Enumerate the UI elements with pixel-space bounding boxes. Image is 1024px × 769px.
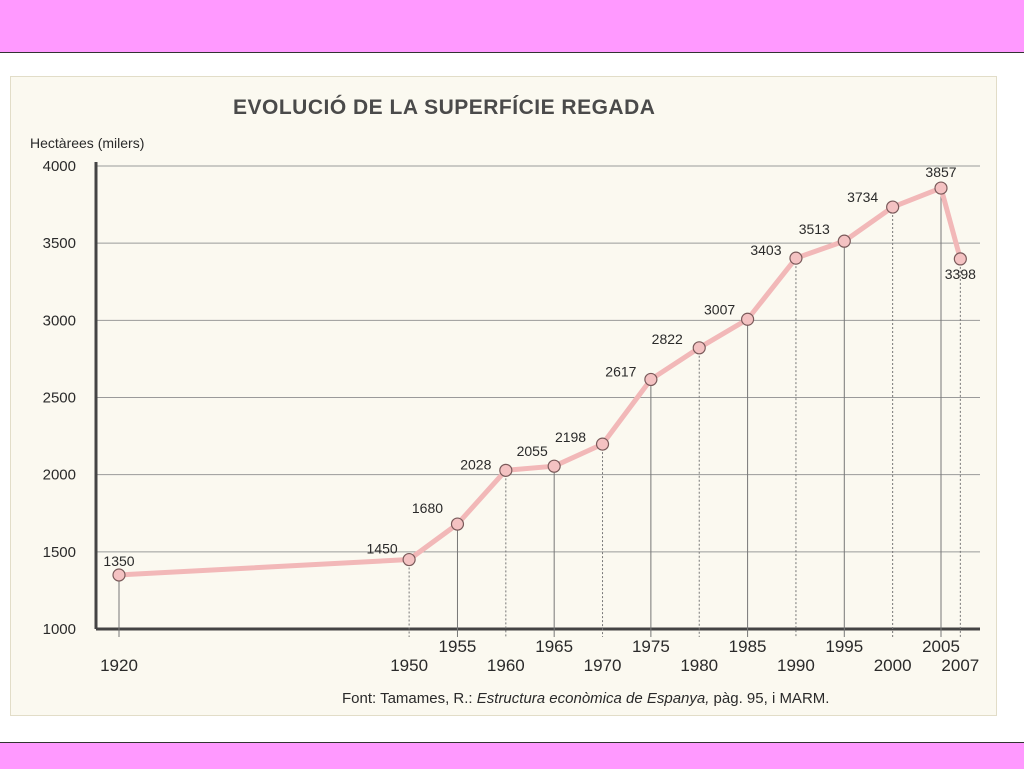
- x-tick-label: 1980: [680, 656, 718, 675]
- y-tick-label: 4000: [43, 158, 76, 175]
- data-point: [789, 251, 803, 265]
- y-tick-label: 1000: [43, 621, 76, 638]
- x-tick-label: 2000: [874, 656, 912, 675]
- top-banner: [0, 0, 1024, 53]
- data-point: [644, 372, 658, 387]
- data-point: [740, 312, 755, 326]
- x-tick-label: 2007: [941, 656, 979, 675]
- x-tick-label: 1995: [825, 637, 863, 656]
- x-tick-label: 1955: [439, 637, 477, 656]
- data-point: [886, 200, 900, 214]
- x-tick-label: 1975: [632, 637, 670, 656]
- data-point: [547, 459, 561, 473]
- x-tick-label: 1920: [100, 656, 138, 675]
- x-tick-label: 1950: [390, 656, 428, 675]
- source-prefix: Font: Tamames, R.:: [342, 690, 477, 707]
- data-label: 3403: [750, 242, 781, 258]
- data-label: 2028: [460, 456, 491, 472]
- y-tick-label: 3000: [43, 312, 76, 329]
- data-point: [450, 517, 465, 531]
- data-label: 2617: [605, 363, 636, 379]
- data-label: 1450: [367, 541, 398, 557]
- series-line: [118, 185, 963, 578]
- x-tick-label: 1985: [729, 637, 767, 656]
- data-label: 3398: [945, 266, 976, 282]
- x-tick-label: 2005: [922, 637, 960, 656]
- data-point: [499, 463, 513, 477]
- y-tick-label: 1500: [43, 544, 76, 561]
- chart-title: EVOLUCIÓ DE LA SUPERFÍCIE REGADA: [233, 96, 656, 119]
- x-tick-label: 1960: [487, 656, 525, 675]
- data-label: 3857: [925, 164, 956, 180]
- bottom-banner: [0, 742, 1024, 769]
- source-suffix: pàg. 95, i MARM.: [709, 690, 830, 707]
- y-axis-label: Hectàrees (milers): [30, 135, 145, 151]
- data-point: [692, 341, 706, 355]
- data-label: 2198: [555, 429, 586, 445]
- x-tick-label: 1990: [777, 656, 815, 675]
- data-label: 3007: [704, 301, 735, 317]
- x-tick-label: 1970: [584, 656, 622, 675]
- y-tick-label: 3500: [43, 235, 76, 252]
- data-label: 2822: [652, 331, 683, 347]
- data-point: [953, 252, 967, 266]
- source-note: Font: Tamames, R.: Estructura econòmica …: [342, 690, 829, 707]
- x-tick-label: 1965: [535, 637, 573, 656]
- data-label: 3513: [799, 221, 830, 237]
- data-label: 1680: [412, 500, 443, 516]
- source-book-title: Estructura econòmica de Espanya,: [476, 690, 710, 707]
- data-point: [402, 552, 416, 567]
- y-tick-label: 2000: [43, 467, 76, 484]
- data-point: [934, 181, 948, 195]
- data-label: 3734: [847, 189, 878, 205]
- data-label: 2055: [517, 443, 548, 459]
- data-point: [595, 437, 610, 451]
- data-point: [112, 568, 126, 582]
- y-tick-label: 2500: [43, 390, 76, 407]
- chart-paper: [10, 76, 997, 716]
- data-label: 1350: [103, 553, 134, 569]
- data-point: [837, 234, 851, 248]
